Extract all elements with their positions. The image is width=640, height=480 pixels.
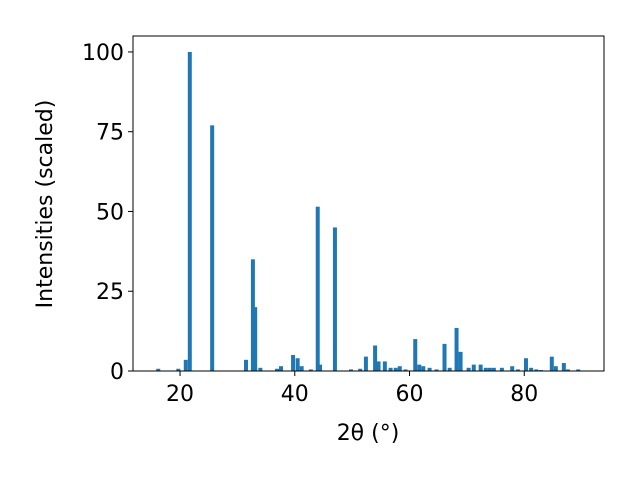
bar [442, 343, 447, 371]
x-tick-label: 40 [281, 382, 309, 407]
bar [487, 367, 492, 371]
bar [483, 367, 488, 371]
bar [363, 356, 368, 371]
bar [315, 206, 320, 371]
x-tick-label: 60 [396, 382, 424, 407]
bar [417, 364, 422, 371]
bar [553, 366, 558, 371]
bar [308, 369, 313, 371]
bar [349, 369, 354, 371]
bar [565, 369, 570, 371]
bar [373, 345, 378, 371]
bar [403, 369, 408, 371]
bar [529, 367, 534, 371]
bar [471, 364, 476, 371]
bar [576, 369, 581, 371]
bar [318, 364, 323, 371]
bar [253, 307, 258, 371]
y-tick-label: 0 [110, 360, 124, 385]
bar [434, 369, 439, 371]
bar [244, 359, 249, 371]
bar [274, 368, 279, 371]
bar [332, 227, 337, 371]
bar [187, 51, 192, 371]
bar [299, 366, 304, 371]
bar [491, 367, 496, 371]
bar [523, 358, 528, 371]
x-tick-label: 20 [166, 382, 194, 407]
plot-area [156, 51, 581, 371]
bar [291, 355, 296, 371]
y-tick-label: 75 [96, 121, 124, 146]
y-tick-label: 25 [96, 280, 124, 305]
bar [510, 366, 515, 371]
bar [156, 368, 161, 371]
y-tick-label: 100 [82, 41, 124, 66]
bar [358, 368, 363, 371]
x-tick-label: 80 [510, 382, 538, 407]
bar [376, 361, 381, 371]
bar [210, 125, 215, 371]
bar [183, 359, 188, 371]
bar [421, 366, 426, 371]
bar [454, 327, 459, 371]
bar [534, 369, 539, 371]
bar [447, 367, 452, 371]
bar [250, 259, 255, 371]
bar [393, 367, 398, 371]
bar [258, 367, 263, 371]
bar [499, 367, 504, 371]
bar [388, 367, 393, 371]
bar [279, 366, 284, 371]
y-tick-label: 50 [96, 200, 124, 225]
bar [176, 368, 181, 371]
x-axis-label: 2θ (°) [337, 421, 400, 446]
bar [561, 363, 566, 371]
bar [466, 367, 471, 371]
bar [478, 364, 483, 371]
y-axis-label: Intensities (scaled) [33, 100, 58, 309]
axes-frame [132, 35, 605, 372]
bar [295, 358, 300, 371]
bar [515, 369, 520, 371]
bar [427, 367, 432, 371]
bar [458, 351, 463, 371]
bar [549, 356, 554, 371]
bar [413, 339, 418, 371]
bar [382, 361, 387, 371]
bar [397, 366, 402, 371]
